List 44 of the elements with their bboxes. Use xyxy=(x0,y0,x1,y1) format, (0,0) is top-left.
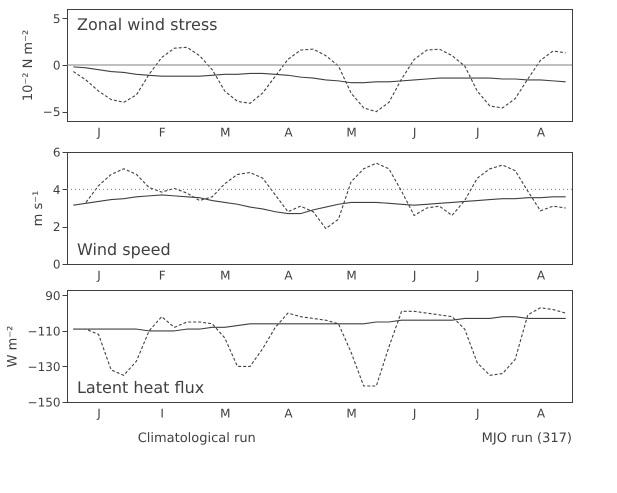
x-tick-label: M xyxy=(220,126,230,140)
x-tick-label: F xyxy=(158,126,166,140)
y-tick-label: 0 xyxy=(52,58,60,72)
y-tick-label: 90 xyxy=(45,288,60,303)
y-axis-title: W m⁻² xyxy=(6,326,21,368)
y-tick-label: 4 xyxy=(52,182,60,197)
text: Wind speed xyxy=(77,240,171,259)
y-tick-label: 5 xyxy=(52,12,60,26)
x-tick-label: M xyxy=(346,406,357,420)
x-tick-label: A xyxy=(284,268,294,282)
y-axis-title: m s⁻¹ xyxy=(30,190,46,226)
x-tick-label: J xyxy=(96,126,101,140)
x-tick-label: M xyxy=(346,268,357,282)
x-tick-label: I xyxy=(160,406,164,420)
x-tick-label: M xyxy=(220,268,230,282)
y-tick-label: −110 xyxy=(28,324,60,338)
x-tick-label: J xyxy=(412,268,416,282)
x-tick-label: J xyxy=(96,268,101,282)
x-tick-label: M xyxy=(220,406,230,420)
chart-title: Zonal wind stress xyxy=(77,15,218,34)
x-tick-label: A xyxy=(536,268,546,282)
y-tick-label: 2 xyxy=(52,220,60,234)
y-tick-label: −150 xyxy=(28,396,60,410)
x-tick-label: J xyxy=(475,406,480,420)
y-tick-label: 6 xyxy=(52,146,60,160)
line-series xyxy=(72,46,566,112)
x-tick-label: A xyxy=(284,406,294,420)
x-tick-label: A xyxy=(536,406,546,420)
x-tick-label: J xyxy=(412,406,416,420)
text: Climatological run xyxy=(138,431,256,446)
x-tick-label: J xyxy=(475,268,480,282)
x-tick-label: J xyxy=(475,126,480,140)
x-tick-label: A xyxy=(536,126,546,140)
x-tick-label: F xyxy=(158,268,166,282)
y-tick-label: −5 xyxy=(42,105,60,120)
x-tick-label: A xyxy=(284,126,294,140)
x-tick-label: J xyxy=(96,406,101,420)
x-tick-label: J xyxy=(412,126,416,140)
text: Latent heat flux xyxy=(77,378,204,397)
y-tick-label: 0 xyxy=(52,258,60,272)
y-axis-title: 10⁻² N m⁻² xyxy=(20,30,36,102)
y-tick-label: −130 xyxy=(28,360,60,374)
x-tick-label: M xyxy=(346,126,357,140)
text: MJO run (317) xyxy=(482,431,572,446)
